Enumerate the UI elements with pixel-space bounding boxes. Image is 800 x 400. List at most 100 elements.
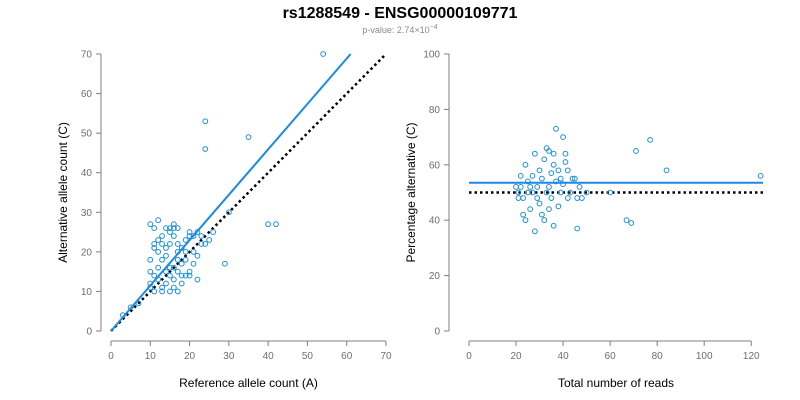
left-data-point xyxy=(174,256,181,263)
left-data-point xyxy=(182,237,189,243)
right-data-point xyxy=(531,228,538,235)
right-data-point xyxy=(541,156,548,163)
left-y-tick-label: 50 xyxy=(81,129,93,140)
left-data-point xyxy=(182,256,189,263)
right-data-point xyxy=(557,189,564,196)
right-x-tick-label: 20 xyxy=(510,351,522,362)
right-data-point xyxy=(513,184,519,190)
right-data-point xyxy=(555,203,562,210)
left-data-point xyxy=(159,233,165,239)
left-data-point xyxy=(194,252,201,259)
right-data-point xyxy=(536,200,543,207)
left-data-point xyxy=(147,221,154,228)
right-data-point xyxy=(560,134,566,141)
right-data-point xyxy=(555,167,562,174)
right-y-tick-label: 80 xyxy=(429,105,441,116)
right-data-point xyxy=(576,184,583,190)
right-data-point xyxy=(663,167,670,174)
left-data-point xyxy=(167,225,173,232)
right-data-point xyxy=(515,189,522,196)
right-data-point xyxy=(529,189,536,196)
right-data-point xyxy=(623,217,630,224)
right-data-point xyxy=(522,161,529,168)
left-data-point xyxy=(190,233,197,239)
left-data-point xyxy=(320,51,327,57)
left-data-point xyxy=(206,237,213,243)
left-data-point xyxy=(155,248,162,255)
right-data-point xyxy=(583,189,590,196)
right-data-point xyxy=(757,172,764,179)
left-data-point xyxy=(273,221,279,228)
left-data-point xyxy=(245,134,252,141)
right-data-point xyxy=(548,170,555,177)
left-data-point xyxy=(265,221,272,228)
left-data-point xyxy=(190,260,197,267)
left-data-point xyxy=(167,264,173,271)
right-data-point xyxy=(548,195,555,201)
left-data-point xyxy=(202,241,209,247)
left-x-axis-title: Reference allele count (A) xyxy=(179,376,318,390)
left-data-point xyxy=(178,280,185,287)
left-data-point xyxy=(186,272,193,279)
left-y-axis-title: Alternative allele count (C) xyxy=(56,122,70,263)
right-data-point xyxy=(550,150,557,157)
left-data-point xyxy=(147,256,154,263)
left-x-tick-label: 20 xyxy=(184,351,196,362)
left-data-point xyxy=(174,241,181,247)
left-y-tick-label: 20 xyxy=(81,247,93,258)
left-data-point xyxy=(170,264,177,271)
right-data-point xyxy=(539,211,545,218)
right-data-point xyxy=(520,211,526,218)
right-data-point xyxy=(553,125,559,132)
left-reference-line xyxy=(110,53,387,332)
left-data-point xyxy=(174,288,181,295)
right-y-tick-label: 60 xyxy=(429,160,441,171)
left-data-point xyxy=(159,241,165,247)
right-data-point xyxy=(562,150,569,157)
right-data-point xyxy=(546,206,552,213)
left-data-point xyxy=(155,264,162,271)
right-data-point xyxy=(524,178,531,185)
right-data-point xyxy=(569,175,576,182)
left-data-point xyxy=(167,241,173,247)
left-data-point xyxy=(178,272,185,279)
left-fit-line xyxy=(110,53,352,332)
left-data-point xyxy=(163,280,169,287)
left-data-point xyxy=(167,288,173,295)
left-data-point xyxy=(210,229,217,235)
right-x-tick-label: 120 xyxy=(743,351,760,362)
left-data-point xyxy=(182,248,189,255)
left-data-point xyxy=(167,229,173,235)
left-data-point xyxy=(170,221,177,228)
right-data-point xyxy=(553,178,559,185)
right-data-point xyxy=(527,206,534,213)
left-y-tick-label: 70 xyxy=(81,50,93,61)
right-x-tick-label: 100 xyxy=(696,351,713,362)
left-data-point xyxy=(163,245,169,251)
left-x-tick-label: 10 xyxy=(145,351,157,362)
left-data-point xyxy=(170,276,177,283)
left-data-point xyxy=(198,241,205,247)
left-data-point xyxy=(159,284,165,291)
right-x-tick-label: 40 xyxy=(558,351,570,362)
left-data-point xyxy=(202,146,209,152)
right-data-point xyxy=(564,195,571,201)
left-y-tick-label: 30 xyxy=(81,208,93,219)
left-data-point xyxy=(170,225,177,232)
p-value-exponent: −4 xyxy=(429,24,438,31)
right-data-point xyxy=(574,225,581,232)
right-data-point xyxy=(557,175,564,182)
right-data-point xyxy=(560,181,566,188)
left-data-point xyxy=(159,288,165,295)
right-data-point xyxy=(522,217,529,224)
left-data-point xyxy=(159,256,165,263)
right-data-point xyxy=(543,189,550,196)
right-y-tick-label: 20 xyxy=(429,271,441,282)
chart-title: rs1288549 - ENSG00000109771 xyxy=(282,5,518,22)
left-x-tick-label: 40 xyxy=(263,351,275,362)
chart-subtitle: p-value: 2.74×10−4 xyxy=(0,24,800,35)
right-data-point xyxy=(531,150,538,157)
right-x-axis-title: Total number of reads xyxy=(558,376,674,390)
right-data-point xyxy=(607,189,614,196)
left-data-point xyxy=(170,284,177,291)
